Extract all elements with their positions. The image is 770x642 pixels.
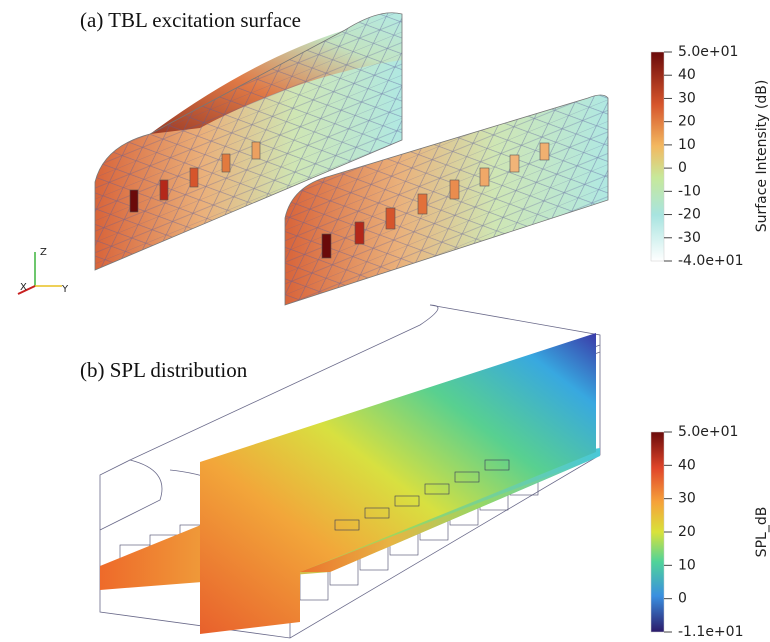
colorbar-label: Surface Intensity (dB) <box>754 80 770 233</box>
colorbar-tick-label: 10 <box>678 557 696 573</box>
colorbar-tick-label: 30 <box>678 90 696 106</box>
colorbar-tick-label: 10 <box>678 137 696 153</box>
colorbar-tick-label: 5.0e+01 <box>678 424 738 440</box>
figure: (a) TBL excitation surface (b) SPL distr… <box>0 0 770 642</box>
figure-canvas: (a) TBL excitation surface (b) SPL distr… <box>0 0 770 642</box>
tbl-surface <box>95 13 608 305</box>
colorbar-tick-label: 40 <box>678 67 696 83</box>
colorbar-tick-label: -10 <box>678 183 701 199</box>
axis-triad: Z X Y <box>18 247 69 295</box>
colorbar <box>651 52 664 261</box>
colorbar-tick-label: -1.1e+01 <box>678 624 743 640</box>
colorbar-label: SPL_dB <box>754 507 770 558</box>
colorbar-tick-label: 40 <box>678 457 696 473</box>
axis-label: Y <box>61 284 69 295</box>
colorbar-tick-label: 20 <box>678 524 696 540</box>
colorbar-tick-label: -30 <box>678 230 701 246</box>
colorbar-tick-label: -4.0e+01 <box>678 253 743 269</box>
colorbar-tick-label: 20 <box>678 114 696 130</box>
axis-label: X <box>20 282 27 293</box>
colorbar-tick-label: -20 <box>678 207 701 223</box>
colorbar-tick-label: 0 <box>678 591 687 607</box>
colorbar <box>651 432 664 632</box>
colorbar-tick-label: 5.0e+01 <box>678 44 738 60</box>
colorbar-tick-label: 30 <box>678 491 696 507</box>
panel-title: (b) SPL distribution <box>80 358 248 382</box>
colorbar-tick-label: 0 <box>678 160 687 176</box>
panel-title: (a) TBL excitation surface <box>80 8 301 32</box>
axis-label: Z <box>40 247 47 258</box>
